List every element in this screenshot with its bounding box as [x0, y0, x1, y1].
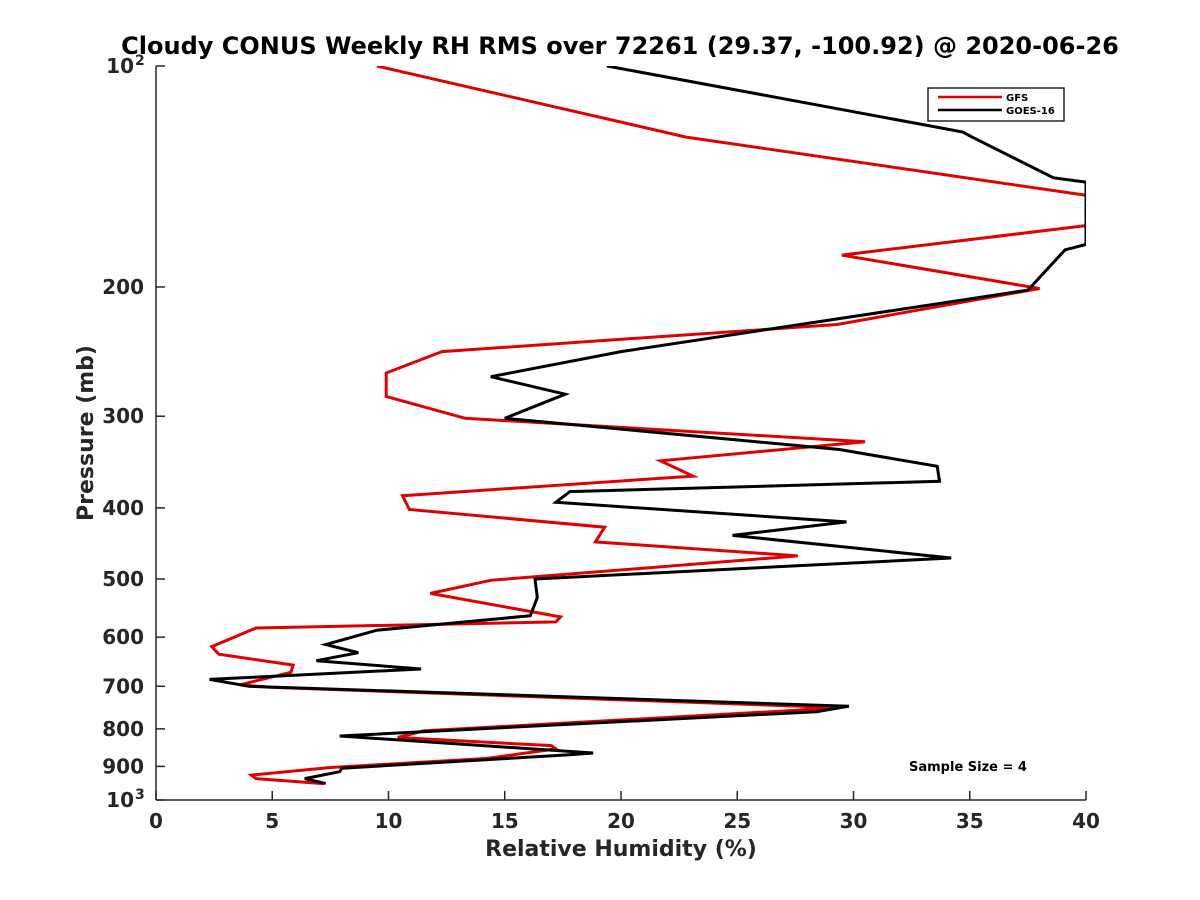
- series-line-goes16: [209, 66, 1086, 786]
- series-layer: [209, 66, 1086, 786]
- y-tick-label: 200: [102, 275, 144, 299]
- y-tick-label: 900: [102, 754, 144, 778]
- x-tick-label: 25: [723, 809, 751, 833]
- y-tick-label: 600: [102, 625, 144, 649]
- x-tick-label: 10: [375, 809, 403, 833]
- legend-label-gfs: GFS: [1006, 93, 1028, 104]
- legend: GFS GOES-16: [927, 87, 1065, 122]
- legend-label-goes16: GOES-16: [1006, 106, 1055, 117]
- x-tick-label: 5: [265, 809, 279, 833]
- y-tick-label: 500: [102, 567, 144, 591]
- x-axis-label: Relative Humidity (%): [485, 837, 757, 862]
- y-tick-exponent: 2: [135, 53, 145, 69]
- y-axis-label: Pressure (mb): [74, 345, 99, 521]
- y-tick-exponent: 3: [135, 787, 145, 803]
- x-tick-label: 40: [1072, 809, 1100, 833]
- y-tick-label: 700: [102, 674, 144, 698]
- y-tick-label: 10: [106, 54, 134, 78]
- legend-box: [927, 87, 1065, 122]
- x-tick-label: 0: [149, 809, 163, 833]
- x-tick-label: 20: [607, 809, 635, 833]
- x-tick-label: 35: [956, 809, 984, 833]
- x-tick-label: 30: [840, 809, 868, 833]
- series-line-gfs: [209, 66, 1086, 786]
- x-tick-label: 15: [491, 809, 519, 833]
- x-ticks: 0 5 10 15 20 25 30 35 40: [149, 791, 1100, 833]
- y-tick-label: 300: [102, 404, 144, 428]
- y-tick-label: 800: [102, 717, 144, 741]
- chart-title: Cloudy CONUS Weekly RH RMS over 72261 (2…: [121, 32, 1119, 60]
- sample-size-annotation: Sample Size = 4: [909, 760, 1027, 775]
- y-tick-label: 400: [102, 496, 144, 520]
- y-tick-label: 10: [106, 788, 134, 812]
